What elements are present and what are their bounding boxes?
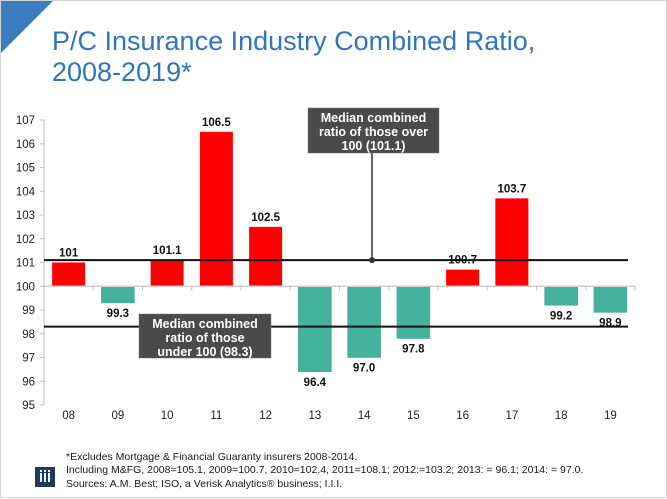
bar-10	[150, 260, 184, 287]
median-under-100-annotation-text-line: under 100 (98.3)	[157, 345, 252, 359]
median-under-100-annotation-text-line: Median combined	[152, 317, 258, 331]
y-tick-label: 101	[16, 258, 35, 270]
data-label-14: 97.0	[353, 363, 375, 375]
median-under-100-annotation-box	[138, 313, 272, 359]
x-tick-label: 12	[259, 410, 272, 422]
x-axis: 08 09 10 11 12 13 14 15 16 17 18 19	[43, 285, 636, 422]
data-label-08: 101	[59, 248, 79, 260]
page-title: P/C Insurance Industry Combined Ratio, 2…	[52, 26, 652, 88]
y-tick-label: 95	[22, 400, 35, 412]
median-under-100-annotation-text-line: ratio of those	[165, 331, 244, 345]
data-label-17: 103.7	[497, 183, 526, 195]
iii-logo-icon	[35, 467, 55, 487]
footer-notes: *Excludes Mortgage & Financial Guaranty …	[66, 451, 583, 491]
data-label-18: 99.2	[550, 310, 572, 322]
data-label-09: 99.3	[107, 308, 129, 320]
median-over-100-annotation-text-line: ratio of those over	[319, 125, 428, 139]
bar-18	[544, 286, 578, 306]
median-over-100-annotation-box	[307, 107, 440, 154]
data-label-10: 101.1	[153, 245, 182, 257]
x-tick-label: 11	[210, 410, 222, 422]
data-label-12: 102.5	[251, 212, 280, 224]
data-labels: 101 99.3 101.1 106.5 102.5 96.4 97.0 97.8 100.7 1…	[59, 117, 622, 389]
y-tick-label: 104	[16, 186, 36, 198]
y-tick-label: 96	[22, 376, 35, 388]
data-label-16: 100.7	[448, 255, 477, 267]
bar-14	[347, 286, 381, 358]
footnote-including: Including M&FG, 2008=105.1, 2009=100.7, …	[66, 463, 584, 476]
x-tick-label: 13	[308, 410, 321, 422]
bar-17	[495, 198, 529, 287]
y-tick-label: 100	[16, 281, 35, 293]
x-tick-label: 09	[111, 410, 124, 422]
data-label-11: 106.5	[202, 117, 231, 129]
data-label-13: 96.4	[304, 377, 327, 389]
bar-09	[101, 286, 135, 304]
y-axis: 95 96 97 98 99 100 101 102 103 104 105 106 107	[16, 115, 45, 412]
x-tick-label: 16	[456, 410, 469, 422]
x-tick-label: 15	[407, 410, 420, 422]
title-line-1: P/C Insurance Industry Combined Ratio,	[52, 26, 536, 56]
y-tick-label: 103	[16, 210, 35, 222]
footnote-sources: Sources: A.M. Best; ISO, a Verisk Analyt…	[66, 478, 343, 490]
y-tick-label: 97	[22, 353, 35, 365]
x-tick-label: 14	[358, 410, 371, 422]
bar-12	[249, 226, 283, 287]
x-tick-label: 18	[555, 410, 568, 422]
data-label-15: 97.8	[402, 344, 425, 356]
y-tick-label: 98	[22, 329, 35, 341]
bar-11	[199, 131, 233, 287]
y-tick-label: 102	[16, 234, 35, 246]
x-tick-label: 19	[604, 410, 617, 422]
x-tick-label: 10	[161, 410, 174, 422]
y-tick-label: 105	[16, 163, 35, 175]
x-tick-label: 17	[505, 410, 518, 422]
x-tick-label: 08	[62, 410, 75, 422]
bar-16	[446, 269, 480, 287]
bar-19	[593, 286, 628, 313]
median-over-100-annotation-text-line: Median combined	[321, 111, 427, 125]
bars	[52, 131, 628, 372]
footnote-exclusion: *Excludes Mortgage & Financial Guaranty …	[66, 451, 358, 463]
y-tick-label: 107	[16, 115, 35, 127]
bar-15	[396, 286, 431, 339]
y-tick-label: 99	[22, 305, 35, 317]
median-over-100-annotation-text-line: 100 (101.1)	[342, 139, 406, 153]
title-line-2: 2008-2019*	[52, 57, 192, 87]
data-label-19: 98.9	[599, 317, 621, 329]
y-tick-label: 106	[16, 139, 35, 151]
annotation-connector-dot	[369, 257, 375, 264]
bar-08	[52, 262, 86, 287]
bar-13	[298, 286, 332, 372]
corner-triangle-decoration	[1, 1, 53, 53]
